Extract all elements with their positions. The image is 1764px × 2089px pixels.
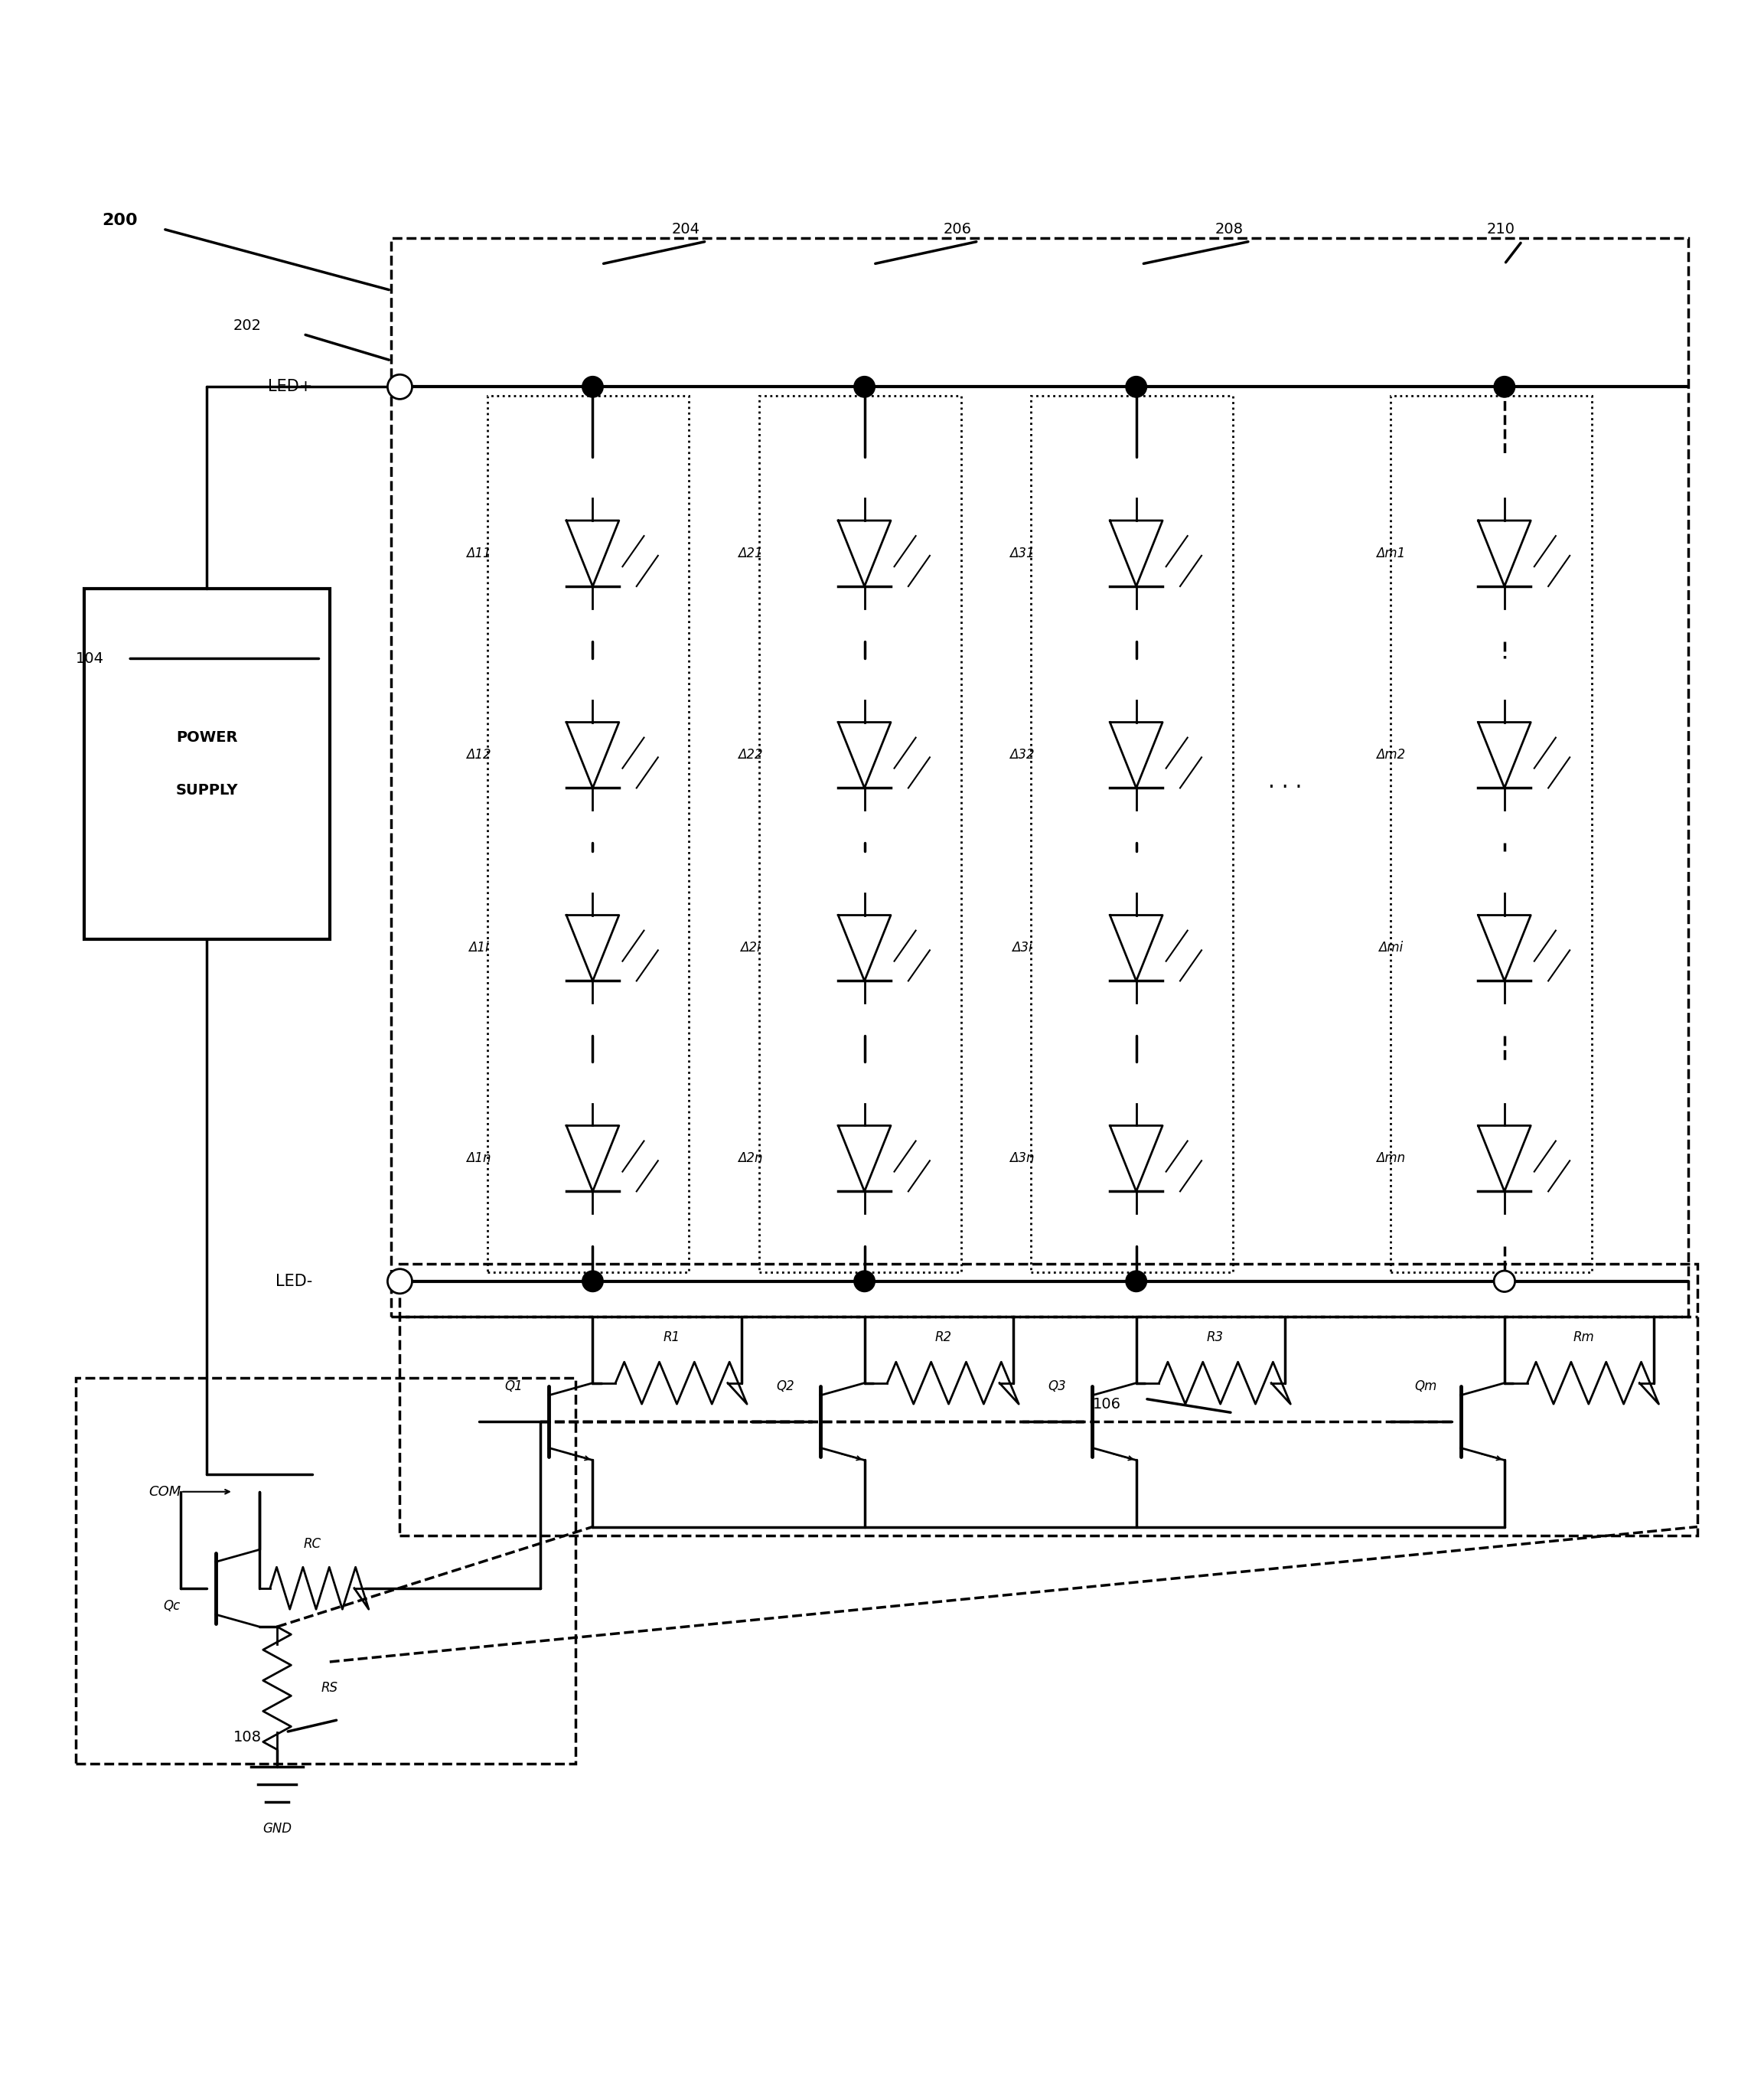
Polygon shape xyxy=(1110,1126,1162,1191)
Text: Δ1i: Δ1i xyxy=(469,942,489,955)
Text: GND: GND xyxy=(263,1822,291,1836)
Text: 210: 210 xyxy=(1487,221,1515,236)
Text: Δ31: Δ31 xyxy=(1009,547,1035,560)
Text: Δ12: Δ12 xyxy=(466,748,490,762)
Text: LED+: LED+ xyxy=(268,380,312,395)
Text: Rm: Rm xyxy=(1573,1331,1595,1345)
Text: Δ32: Δ32 xyxy=(1009,748,1035,762)
Polygon shape xyxy=(1478,915,1531,982)
Text: 200: 200 xyxy=(102,213,138,228)
Text: Q1: Q1 xyxy=(505,1379,522,1393)
Text: COM: COM xyxy=(148,1485,180,1498)
Polygon shape xyxy=(1478,1126,1531,1191)
Polygon shape xyxy=(566,520,619,587)
Polygon shape xyxy=(1478,723,1531,788)
Circle shape xyxy=(388,374,413,399)
Text: Δ21: Δ21 xyxy=(737,547,764,560)
Polygon shape xyxy=(1110,723,1162,788)
Text: R3: R3 xyxy=(1207,1331,1224,1345)
Text: Δ3i: Δ3i xyxy=(1013,942,1032,955)
Circle shape xyxy=(1125,1270,1147,1291)
Polygon shape xyxy=(566,1126,619,1191)
Circle shape xyxy=(582,1270,603,1291)
Polygon shape xyxy=(838,723,891,788)
Text: . . .: . . . xyxy=(1268,771,1302,792)
Text: Qm: Qm xyxy=(1415,1379,1438,1393)
Polygon shape xyxy=(566,915,619,982)
Circle shape xyxy=(854,376,875,397)
Text: Δ11: Δ11 xyxy=(466,547,490,560)
Text: Qc: Qc xyxy=(164,1598,180,1613)
Text: Δ2i: Δ2i xyxy=(741,942,760,955)
Circle shape xyxy=(582,376,603,397)
Polygon shape xyxy=(838,520,891,587)
Text: Δ2n: Δ2n xyxy=(737,1151,764,1166)
Circle shape xyxy=(1125,376,1147,397)
Polygon shape xyxy=(838,1126,891,1191)
Text: Δmn: Δmn xyxy=(1376,1151,1406,1166)
Text: Δm1: Δm1 xyxy=(1376,547,1406,560)
Text: 208: 208 xyxy=(1215,221,1244,236)
Text: LED-: LED- xyxy=(275,1274,312,1289)
Text: Q3: Q3 xyxy=(1048,1379,1067,1393)
Text: Δm2: Δm2 xyxy=(1376,748,1406,762)
Text: R2: R2 xyxy=(935,1331,953,1345)
Text: 202: 202 xyxy=(233,318,261,332)
Text: RS: RS xyxy=(321,1682,337,1694)
Polygon shape xyxy=(1110,520,1162,587)
Text: 204: 204 xyxy=(672,221,700,236)
Text: R1: R1 xyxy=(663,1331,681,1345)
Text: SUPPLY: SUPPLY xyxy=(176,783,238,798)
Text: Δ22: Δ22 xyxy=(737,748,764,762)
Text: Δ3n: Δ3n xyxy=(1009,1151,1035,1166)
Text: Δ1n: Δ1n xyxy=(466,1151,490,1166)
Text: Q2: Q2 xyxy=(776,1379,794,1393)
Polygon shape xyxy=(1478,520,1531,587)
Circle shape xyxy=(1494,376,1515,397)
Polygon shape xyxy=(838,915,891,982)
Circle shape xyxy=(388,1268,413,1293)
Text: RC: RC xyxy=(303,1538,321,1552)
FancyBboxPatch shape xyxy=(85,589,330,940)
Polygon shape xyxy=(1110,915,1162,982)
Text: 108: 108 xyxy=(233,1730,261,1744)
Circle shape xyxy=(854,1270,875,1291)
Circle shape xyxy=(1494,1270,1515,1291)
Text: Δmi: Δmi xyxy=(1378,942,1402,955)
Text: 106: 106 xyxy=(1092,1398,1120,1412)
Text: 104: 104 xyxy=(76,652,104,666)
Text: 206: 206 xyxy=(944,221,972,236)
Polygon shape xyxy=(566,723,619,788)
Text: POWER: POWER xyxy=(176,731,238,746)
